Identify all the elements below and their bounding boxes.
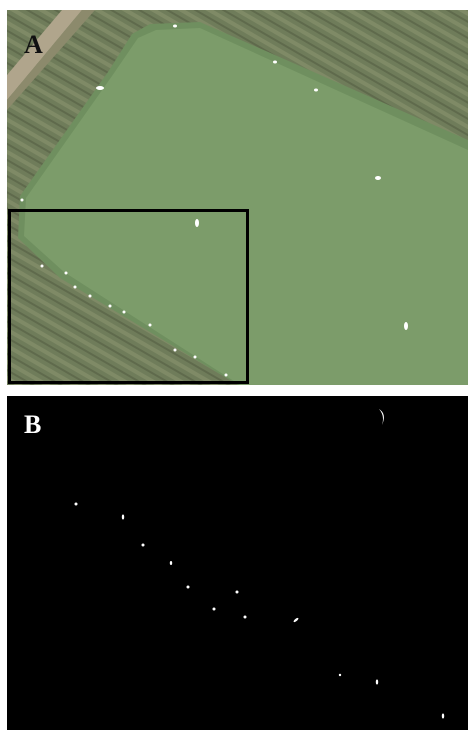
page: A B (() => { const data = JSON.parse(doc… bbox=[0, 0, 468, 730]
mask-image bbox=[7, 396, 468, 730]
panel-label: A bbox=[24, 30, 43, 59]
panel-label: B bbox=[24, 410, 41, 439]
figure: A B bbox=[0, 0, 468, 730]
aerial-photo bbox=[7, 10, 468, 385]
